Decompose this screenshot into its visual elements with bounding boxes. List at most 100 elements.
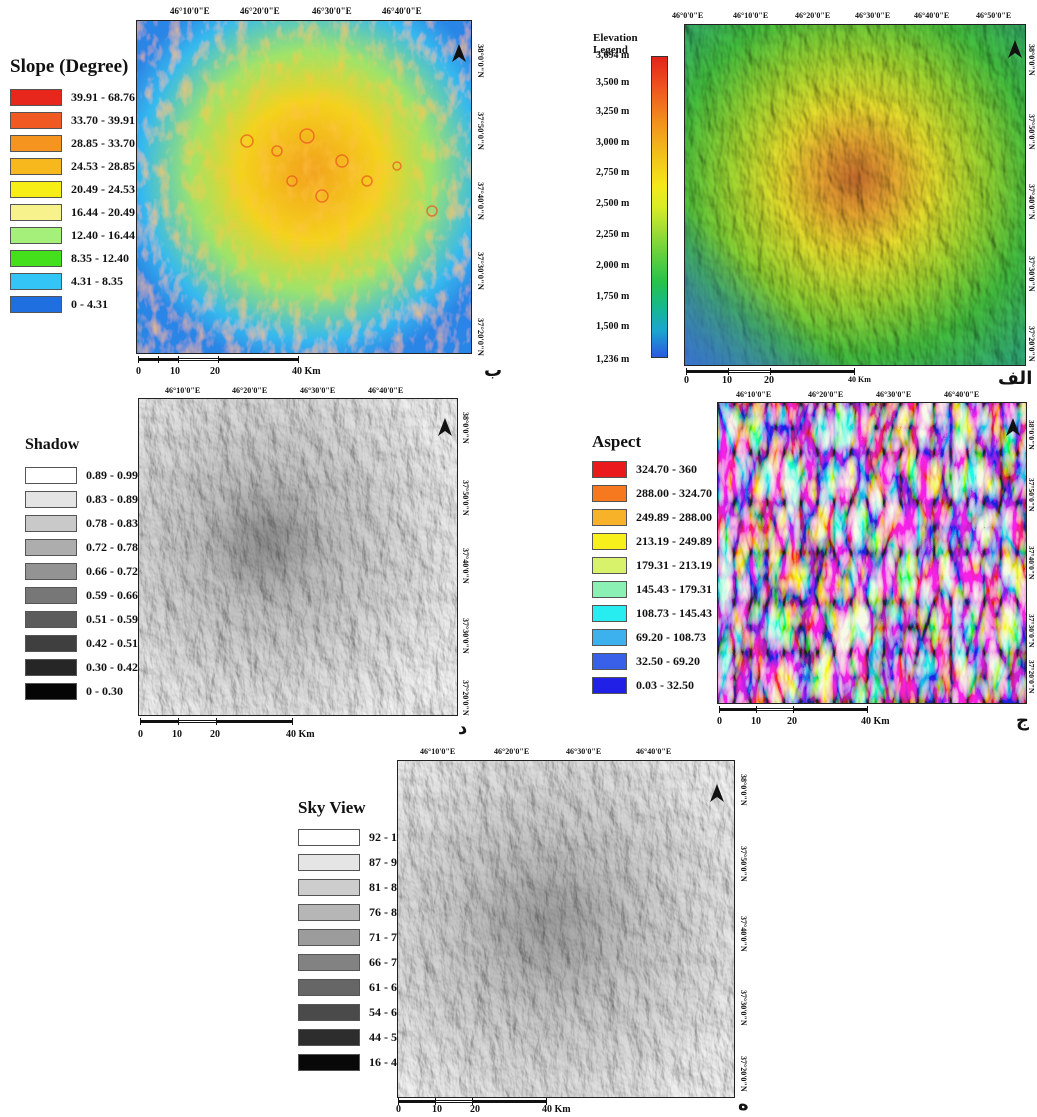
legend-item: 288.00 - 324.70 xyxy=(592,484,712,502)
lat-label: 37°20'0"N xyxy=(739,1056,748,1092)
lat-label: 37°20'0"N xyxy=(476,318,486,356)
legend-swatch xyxy=(10,111,62,129)
lat-label: 37°30'0"N xyxy=(1027,614,1036,648)
lat-label: 37°20'0"N xyxy=(1027,326,1036,362)
legend-label: 16.44 - 20.49 xyxy=(71,204,135,219)
legend-swatch xyxy=(10,249,62,267)
legend-label: 0.89 - 0.99 xyxy=(86,467,138,482)
legend-swatch xyxy=(10,134,62,152)
north-arrow-icon xyxy=(1008,40,1022,58)
lat-label: 37°30'0"N xyxy=(739,990,748,1026)
legend-item: 0.51 - 0.59 xyxy=(25,610,138,628)
legend-item: 33.70 - 39.91 xyxy=(10,111,135,129)
legend-label: 288.00 - 324.70 xyxy=(636,485,712,500)
skyview-raster xyxy=(398,761,734,1097)
legend-item: 76 - 81 xyxy=(298,903,403,921)
legend-swatch xyxy=(10,272,62,290)
legend-swatch xyxy=(25,658,77,676)
legend-label: 16 - 44 xyxy=(369,1054,403,1069)
slope-raster xyxy=(137,21,471,353)
elevation-tick: 2,250 m xyxy=(596,229,630,240)
skyview-legend-title: Sky View xyxy=(298,798,366,817)
lon-label: 46°10'0"E xyxy=(170,6,210,16)
legend-swatch xyxy=(25,586,77,604)
lon-label: 46°40'0"E xyxy=(368,386,404,395)
legend-item: 71 - 76 xyxy=(298,928,403,946)
legend-item: 0.78 - 0.83 xyxy=(25,514,138,532)
lat-label: 37°40'0"N xyxy=(1027,546,1036,580)
legend-swatch xyxy=(298,1053,360,1071)
legend-item: 54 - 61 xyxy=(298,1003,403,1021)
lon-label: 46°10'0"E xyxy=(165,386,201,395)
aspect-scale-bar xyxy=(719,706,868,716)
legend-swatch xyxy=(298,953,360,971)
scale-label: 20 xyxy=(787,716,797,727)
shadow-raster xyxy=(139,399,457,715)
legend-swatch xyxy=(298,878,360,896)
legend-swatch xyxy=(592,508,627,526)
lat-label: 37°50'0"N xyxy=(1027,114,1036,150)
aspect-raster xyxy=(718,403,1026,703)
slope-map xyxy=(136,20,472,354)
scale-label: 40 Km xyxy=(286,729,315,740)
elevation-legend-title: Elevation Legend xyxy=(593,32,638,56)
legend-swatch xyxy=(25,514,77,532)
legend-item: 44 - 54 xyxy=(298,1028,403,1046)
lat-label: 37°40'0"N xyxy=(476,182,486,220)
legend-swatch xyxy=(592,484,627,502)
legend-label: 66 - 71 xyxy=(369,954,403,969)
elevation-raster xyxy=(685,25,1025,365)
elevation-tick: 3,250 m xyxy=(596,106,630,117)
legend-label: 54 - 61 xyxy=(369,1004,403,1019)
legend-swatch xyxy=(592,676,627,694)
panel-letter-dal: د xyxy=(458,718,468,739)
panel-letter-jim: ج xyxy=(1016,710,1029,731)
scale-label: 0 xyxy=(717,716,722,727)
lat-label: 37°30'0"N xyxy=(1027,256,1036,292)
scale-label: 20 xyxy=(764,375,774,386)
lon-label: 46°20'0"E xyxy=(808,390,844,399)
legend-item: 92 - 100 xyxy=(298,828,409,846)
scale-label: 10 xyxy=(432,1104,442,1115)
legend-item: 0.66 - 0.72 xyxy=(25,562,138,580)
skyview-map xyxy=(397,760,735,1098)
legend-label: 24.53 - 28.85 xyxy=(71,158,135,173)
legend-label: 0.78 - 0.83 xyxy=(86,515,138,530)
legend-label: 0.42 - 0.51 xyxy=(86,635,138,650)
legend-label: 0.83 - 0.89 xyxy=(86,491,138,506)
scale-label: 0 xyxy=(136,366,141,377)
north-arrow-icon xyxy=(710,784,724,802)
scale-label: 10 xyxy=(722,375,732,386)
legend-swatch xyxy=(592,556,627,574)
legend-label: 12.40 - 16.44 xyxy=(71,227,135,242)
legend-swatch xyxy=(10,203,62,221)
lon-label: 46°10'0"E xyxy=(420,747,456,756)
lon-label: 46°20'0"E xyxy=(240,6,280,16)
scale-label: 10 xyxy=(172,729,182,740)
scale-label: 20 xyxy=(470,1104,480,1115)
legend-swatch xyxy=(592,532,627,550)
skyview-scale-bar xyxy=(398,1098,547,1108)
legend-swatch xyxy=(298,928,360,946)
slope-legend-title: Slope (Degree) xyxy=(10,56,129,77)
legend-label: 4.31 - 8.35 xyxy=(71,273,123,288)
scale-label: 0 xyxy=(684,375,689,386)
legend-item: 28.85 - 33.70 xyxy=(10,134,135,152)
elevation-tick: 3,694 m xyxy=(596,50,630,61)
elevation-tick: 2,750 m xyxy=(596,167,630,178)
elevation-tick: 2,500 m xyxy=(596,198,630,209)
lon-label: 46°40'0"E xyxy=(636,747,672,756)
legend-swatch xyxy=(298,1028,360,1046)
legend-swatch xyxy=(10,295,62,313)
legend-item: 0.30 - 0.42 xyxy=(25,658,138,676)
scale-label: 40 Km xyxy=(861,716,890,727)
scale-label: 0 xyxy=(138,729,143,740)
scale-label: 10 xyxy=(751,716,761,727)
legend-swatch xyxy=(25,634,77,652)
lat-label: 38°0'0"N xyxy=(476,44,486,78)
legend-swatch xyxy=(10,88,62,106)
legend-item: 0 - 0.30 xyxy=(25,682,123,700)
legend-swatch xyxy=(10,157,62,175)
elevation-tick: 3,000 m xyxy=(596,137,630,148)
legend-swatch xyxy=(298,828,360,846)
